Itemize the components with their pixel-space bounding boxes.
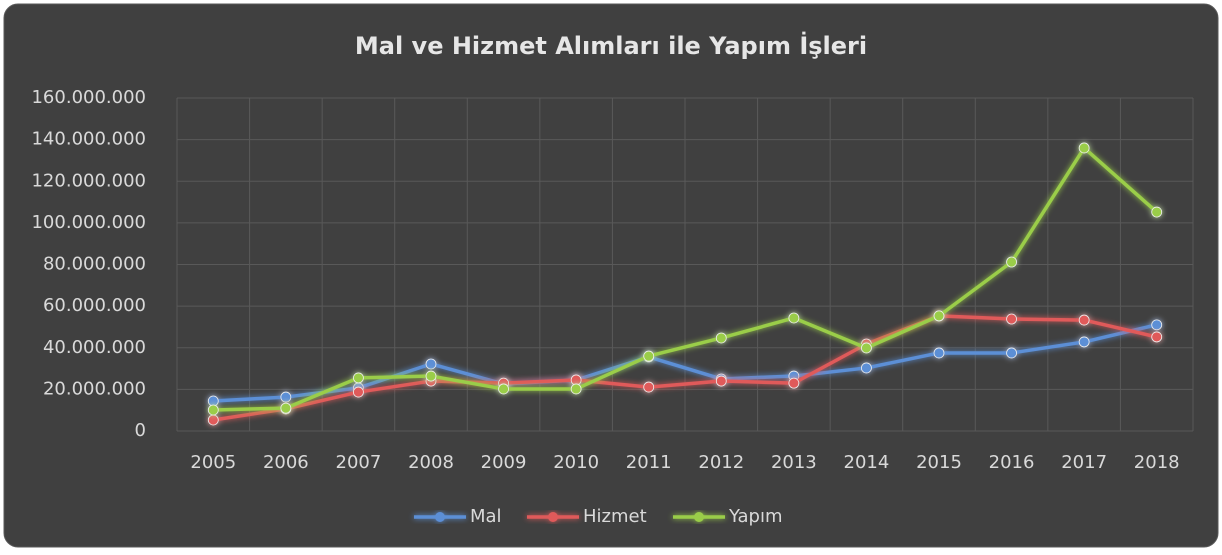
data-point <box>861 342 872 354</box>
y-tick-label: 100.000.000 <box>31 212 146 233</box>
x-tick-label: 2005 <box>190 452 236 473</box>
legend-marker <box>548 512 558 522</box>
series <box>207 310 1163 426</box>
x-tick-label: 2006 <box>263 452 309 473</box>
data-point <box>1151 206 1163 218</box>
data-point <box>933 347 945 359</box>
y-tick-label: 160.000.000 <box>31 87 146 108</box>
chart-background <box>3 3 1219 548</box>
y-tick-label: 40.000.000 <box>43 337 146 358</box>
legend-marker <box>694 512 704 522</box>
series-line <box>213 314 1158 422</box>
data-point <box>715 375 727 387</box>
data-point <box>353 386 364 398</box>
data-point <box>933 310 945 322</box>
data-point <box>425 370 437 382</box>
data-point <box>280 402 292 414</box>
chart-title: Mal ve Hizmet Alımları ile Yapım İşleri <box>355 31 867 60</box>
data-point <box>643 381 655 393</box>
x-tick-label: 2011 <box>626 452 672 473</box>
data-point <box>1006 256 1017 268</box>
x-tick-label: 2015 <box>916 452 962 473</box>
data-point <box>1006 313 1017 325</box>
data-point <box>570 383 582 395</box>
legend-marker <box>435 512 445 522</box>
data-point <box>425 358 437 370</box>
x-tick-label: 2009 <box>481 452 527 473</box>
data-point <box>788 312 800 324</box>
legend-label: Hizmet <box>583 506 647 527</box>
y-tick-label: 120.000.000 <box>31 170 146 191</box>
data-point <box>207 395 219 407</box>
x-tick-label: 2010 <box>553 452 599 473</box>
series-line <box>213 323 1158 403</box>
data-point <box>788 377 800 389</box>
series-line <box>213 146 1158 412</box>
legend-item <box>673 512 725 522</box>
data-point <box>498 383 509 395</box>
data-point <box>353 372 364 384</box>
data-point <box>715 332 727 344</box>
data-point <box>1078 336 1090 348</box>
series <box>207 142 1163 416</box>
x-tick-label: 2016 <box>989 452 1035 473</box>
legend-label: Yapım <box>728 506 783 527</box>
x-tick-label: 2013 <box>771 452 817 473</box>
y-tick-label: 0 <box>135 420 146 441</box>
y-tick-label: 80.000.000 <box>43 254 146 275</box>
data-point <box>570 374 582 386</box>
legend-label: Mal <box>470 506 502 527</box>
x-tick-label: 2018 <box>1134 452 1180 473</box>
data-point <box>207 404 219 416</box>
data-point <box>861 362 872 374</box>
x-tick-label: 2007 <box>336 452 382 473</box>
legend-item <box>414 512 466 522</box>
x-tick-label: 2014 <box>844 452 890 473</box>
data-point <box>1151 319 1163 331</box>
data-point <box>1078 314 1090 326</box>
y-tick-label: 140.000.000 <box>31 129 146 150</box>
x-tick-label: 2012 <box>698 452 744 473</box>
y-tick-label: 60.000.000 <box>43 295 146 316</box>
data-point <box>207 414 219 426</box>
data-point <box>643 350 655 362</box>
data-point <box>280 391 292 403</box>
x-tick-label: 2008 <box>408 452 454 473</box>
y-tick-label: 20.000.000 <box>43 378 146 399</box>
x-tick-label: 2017 <box>1061 452 1107 473</box>
data-point <box>1078 142 1090 154</box>
legend-item <box>527 512 579 522</box>
data-point <box>1151 331 1163 343</box>
data-point <box>1006 347 1017 359</box>
